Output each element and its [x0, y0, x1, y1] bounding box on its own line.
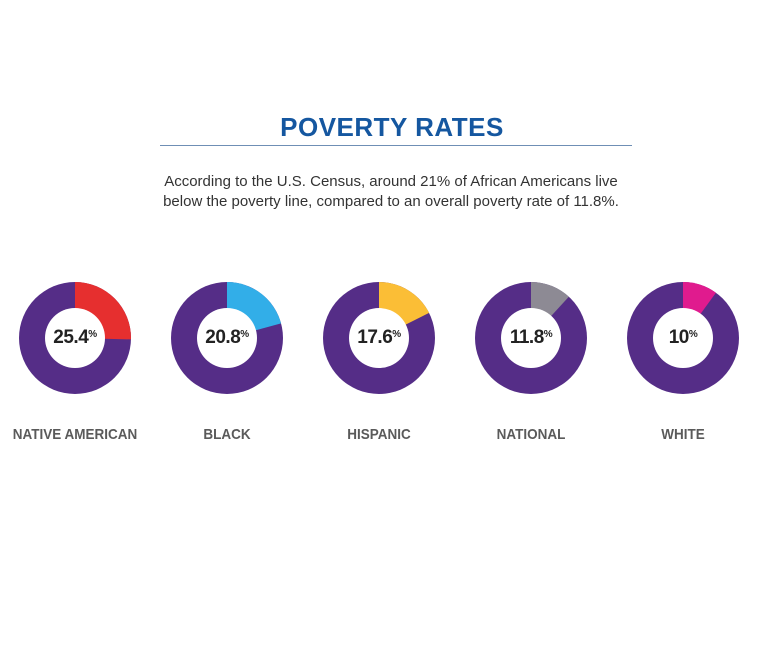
- donut-national: 11.8%: [475, 282, 587, 394]
- value-number: 11.8: [509, 327, 544, 348]
- donut-hole: [197, 308, 257, 368]
- title-divider: [160, 145, 632, 146]
- category-label: NATIVE AMERICAN: [12, 426, 138, 443]
- donut-hole: [349, 308, 409, 368]
- donut-white: 10%: [627, 282, 739, 394]
- value-number: 10: [668, 327, 690, 348]
- percent-sign: %: [688, 328, 698, 340]
- donut-value-label: 10%: [627, 282, 739, 394]
- donut-value-label: 11.8%: [475, 282, 587, 394]
- value-number: 17.6: [357, 327, 393, 348]
- donut-value-label: 17.6%: [323, 282, 435, 394]
- chart-subtitle: According to the U.S. Census, around 21%…: [130, 172, 652, 212]
- percent-sign: %: [392, 328, 401, 340]
- donut-hole: [45, 308, 105, 368]
- donut-value-label: 20.8%: [171, 282, 283, 394]
- category-label: BLACK: [203, 426, 251, 443]
- category-label: WHITE: [661, 426, 705, 443]
- donut-hole: [501, 308, 561, 368]
- percent-sign: %: [240, 328, 249, 340]
- subtitle-line-2: below the poverty line, compared to an o…: [163, 193, 619, 210]
- category-label: HISPANIC: [347, 426, 411, 443]
- chart-title: POVERTY RATES: [280, 112, 504, 142]
- donut-black: 20.8%: [171, 282, 283, 394]
- donut-native-american: 25.4%: [19, 282, 131, 394]
- percent-sign: %: [543, 328, 553, 340]
- donut-value-label: 25.4%: [19, 282, 131, 394]
- donut-hole: [653, 308, 713, 368]
- percent-sign: %: [88, 328, 97, 340]
- value-number: 20.8: [205, 327, 241, 348]
- donut-hispanic: 17.6%: [323, 282, 435, 394]
- subtitle-line-1: According to the U.S. Census, around 21%…: [164, 173, 618, 190]
- category-label: NATIONAL: [496, 426, 566, 443]
- value-number: 25.4: [53, 327, 89, 348]
